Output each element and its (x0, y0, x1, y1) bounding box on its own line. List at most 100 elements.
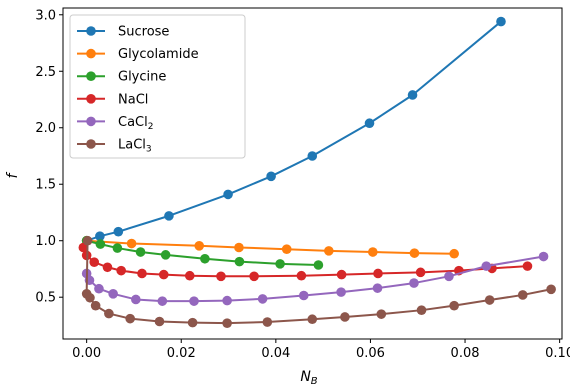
data-point-sucrose (307, 151, 318, 161)
data-point-glycine (313, 260, 324, 270)
data-point-sucrose (223, 189, 233, 200)
legend-swatch-marker (86, 26, 96, 36)
data-point-lacl (484, 295, 495, 305)
x-tick-label: 0.06 (356, 346, 385, 361)
data-point-lacl (416, 305, 427, 315)
data-point-glycolamide (324, 246, 334, 256)
data-point-nacl (137, 268, 147, 279)
data-point-nacl (522, 261, 533, 271)
y-tick-label: 0.5 (35, 291, 56, 306)
x-tick-label: 0.02 (167, 346, 196, 361)
data-point-nacl (102, 262, 113, 273)
data-point-glycine (234, 256, 245, 267)
plot-area-frame (62, 7, 563, 340)
data-point-nacl (116, 265, 126, 276)
data-point-nacl (89, 257, 100, 267)
data-point-lacl (125, 313, 135, 324)
data-point-lacl (262, 317, 273, 327)
series-lacl (81, 235, 556, 328)
data-point-lacl (449, 300, 459, 311)
series-line-sucrose (86, 20, 502, 242)
data-point-nacl (184, 270, 195, 281)
y-tick-label: 2.5 (35, 65, 56, 80)
data-point-cacl (409, 278, 419, 288)
data-point-cacl (94, 283, 104, 294)
data-point-glycine (112, 243, 123, 253)
data-point-nacl (249, 271, 259, 282)
data-point-nacl (296, 270, 307, 281)
legend-swatch-marker (86, 94, 96, 104)
legend-label: Sucrose (118, 25, 169, 40)
legend-label: NaCl (118, 92, 148, 107)
legend-swatch-marker (86, 71, 96, 81)
data-point-nacl (336, 269, 347, 280)
data-point-glycolamide (194, 241, 205, 251)
data-point-glycolamide (126, 238, 137, 249)
data-point-nacl (415, 267, 426, 278)
legend-item-glycolamide: Glycolamide (77, 47, 199, 62)
data-point-lacl (517, 290, 528, 300)
chart-marks (78, 16, 556, 328)
data-point-sucrose (95, 231, 105, 241)
data-point-glycine (160, 250, 171, 260)
data-point-sucrose (266, 171, 276, 182)
series-nacl (78, 242, 533, 282)
data-point-cacl (131, 294, 141, 305)
data-point-lacl (340, 312, 350, 322)
legend-item-nacl: NaCl (77, 92, 148, 107)
series-line-cacl (85, 255, 544, 303)
y-tick-label: 1.0 (35, 234, 56, 249)
data-point-lacl (90, 300, 101, 311)
series-glycine (81, 235, 324, 270)
legend-label: Glycolamide (118, 47, 199, 62)
data-point-sucrose (496, 16, 506, 27)
data-point-lacl (187, 317, 198, 328)
data-point-lacl (307, 314, 318, 325)
data-point-lacl (104, 308, 114, 319)
legend-item-lacl: LaCl3 (77, 138, 152, 155)
data-point-cacl (372, 283, 383, 293)
x-tick-label: 0.10 (545, 346, 570, 361)
x-axis-label: NB (300, 369, 317, 385)
data-point-glycine (135, 247, 146, 257)
data-point-glycolamide (368, 247, 378, 257)
series-sucrose (81, 16, 506, 246)
y-axis-label: f (5, 171, 21, 178)
data-point-sucrose (164, 211, 174, 221)
data-point-sucrose (407, 90, 418, 100)
x-axis-ticks: 0.00 0.02 0.04 0.06 0.08 0.10 (72, 339, 570, 361)
x-tick-label: 0.00 (72, 346, 101, 361)
data-point-cacl (481, 261, 492, 271)
data-point-nacl (216, 271, 226, 282)
data-point-glycine (275, 259, 285, 269)
legend-swatch-marker (86, 48, 96, 59)
data-point-cacl (189, 296, 199, 306)
data-point-cacl (222, 295, 232, 306)
data-point-sucrose (364, 118, 375, 129)
legend-item-cacl: CaCl2 (77, 115, 153, 132)
legend-swatch-marker (86, 139, 96, 149)
legend: Sucrose Glycolamide Glycine NaCl CaCl2 LaCl3 (69, 14, 246, 159)
legend-item-glycine: Glycine (77, 70, 166, 85)
data-point-cacl (257, 294, 268, 304)
data-point-glycine (200, 253, 210, 264)
data-point-glycine (95, 239, 106, 249)
y-axis-ticks: 0.5 1.0 1.5 2.0 2.5 3.0 (35, 8, 63, 306)
data-point-nacl (158, 269, 169, 280)
legend-label: CaCl2 (118, 115, 153, 132)
legend-label: LaCl3 (118, 138, 152, 155)
data-point-lacl (82, 235, 93, 246)
data-point-glycolamide (234, 242, 244, 253)
y-tick-label: 3.0 (35, 8, 56, 23)
legend-swatch-marker (86, 116, 96, 127)
data-point-lacl (376, 309, 387, 319)
data-point-lacl (154, 316, 165, 327)
data-point-cacl (157, 296, 168, 306)
legend-frame (69, 14, 246, 159)
data-point-sucrose (113, 226, 124, 237)
data-point-lacl (222, 318, 232, 328)
data-point-cacl (108, 289, 118, 299)
data-point-glycolamide (409, 248, 420, 258)
x-tick-label: 0.04 (261, 346, 290, 361)
series-glycolamide (81, 235, 459, 259)
